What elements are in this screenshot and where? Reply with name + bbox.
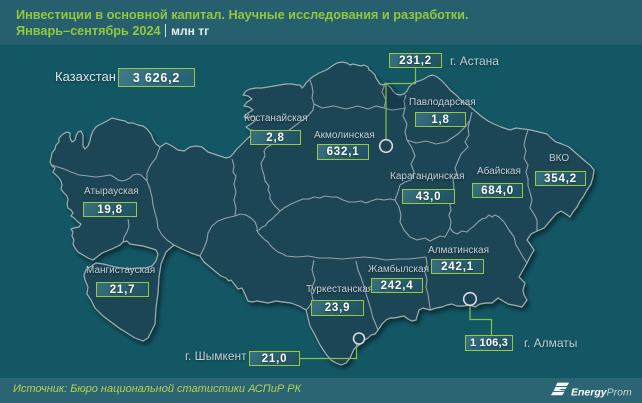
svg-text:EnergyProm: EnergyProm	[571, 387, 632, 399]
